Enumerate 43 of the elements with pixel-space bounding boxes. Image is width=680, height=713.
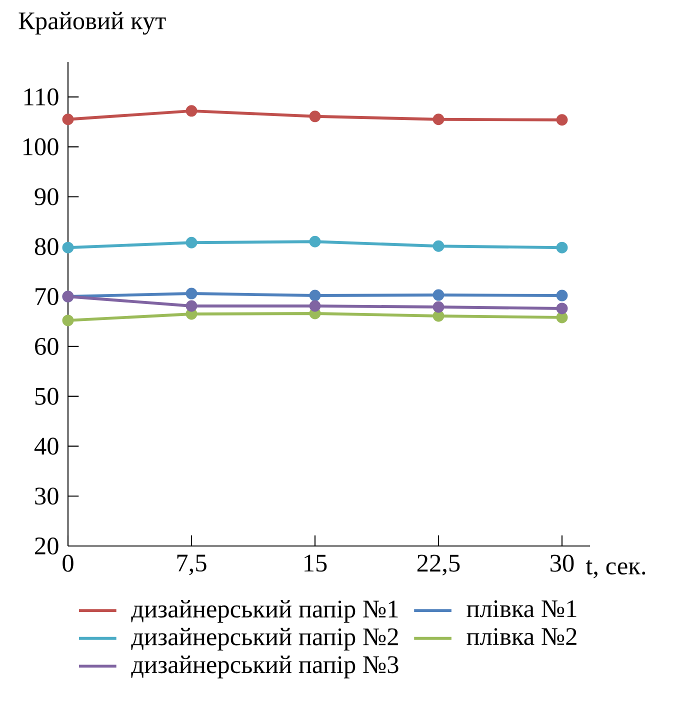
- point: [62, 242, 74, 254]
- point: [556, 114, 568, 126]
- x-tick-label: 0: [62, 554, 74, 572]
- x-tick-label: 22,5: [417, 554, 460, 576]
- point: [309, 300, 321, 312]
- x-tick-label: 30: [550, 554, 574, 572]
- y-tick-label: 90: [34, 188, 58, 206]
- point: [556, 290, 568, 302]
- y-tick-label: 110: [24, 88, 58, 106]
- point: [309, 290, 321, 302]
- point: [432, 289, 444, 301]
- point: [309, 110, 321, 122]
- legend-label: дизайнерський папір №3: [131, 656, 398, 678]
- legend-label: плівка №2: [466, 628, 576, 646]
- y-tick-label: 70: [36, 288, 58, 306]
- y-tick-label: 60: [35, 338, 58, 355]
- y-axis-title: Крайовий кут: [18, 12, 166, 35]
- point: [186, 288, 198, 300]
- y-tick-label: 50: [35, 388, 58, 405]
- x-tick-label: 7,5: [177, 554, 206, 576]
- y-tick-label: 30: [35, 488, 58, 505]
- legend-label: плівка №1: [466, 600, 576, 618]
- point: [62, 314, 74, 326]
- y-tick-label: 20: [35, 537, 58, 555]
- point: [186, 105, 198, 117]
- point: [62, 114, 74, 126]
- point: [556, 312, 568, 324]
- point: [432, 301, 444, 313]
- x-tick-label: 15: [304, 554, 327, 572]
- point: [432, 114, 444, 126]
- point: [432, 310, 444, 322]
- point: [186, 236, 198, 248]
- x-axis-title: t, сек.: [586, 560, 646, 578]
- y-tick-label: 100: [24, 138, 58, 156]
- point: [309, 236, 321, 248]
- y-tick-label: 80: [34, 238, 58, 256]
- point: [556, 302, 568, 314]
- legend-label: дизайнерський папір №2: [131, 628, 398, 651]
- point: [556, 242, 568, 254]
- y-tick-label: 40: [34, 438, 58, 455]
- point: [186, 300, 198, 312]
- legend-label: дизайнерський папір №1: [131, 600, 398, 623]
- point: [432, 240, 444, 252]
